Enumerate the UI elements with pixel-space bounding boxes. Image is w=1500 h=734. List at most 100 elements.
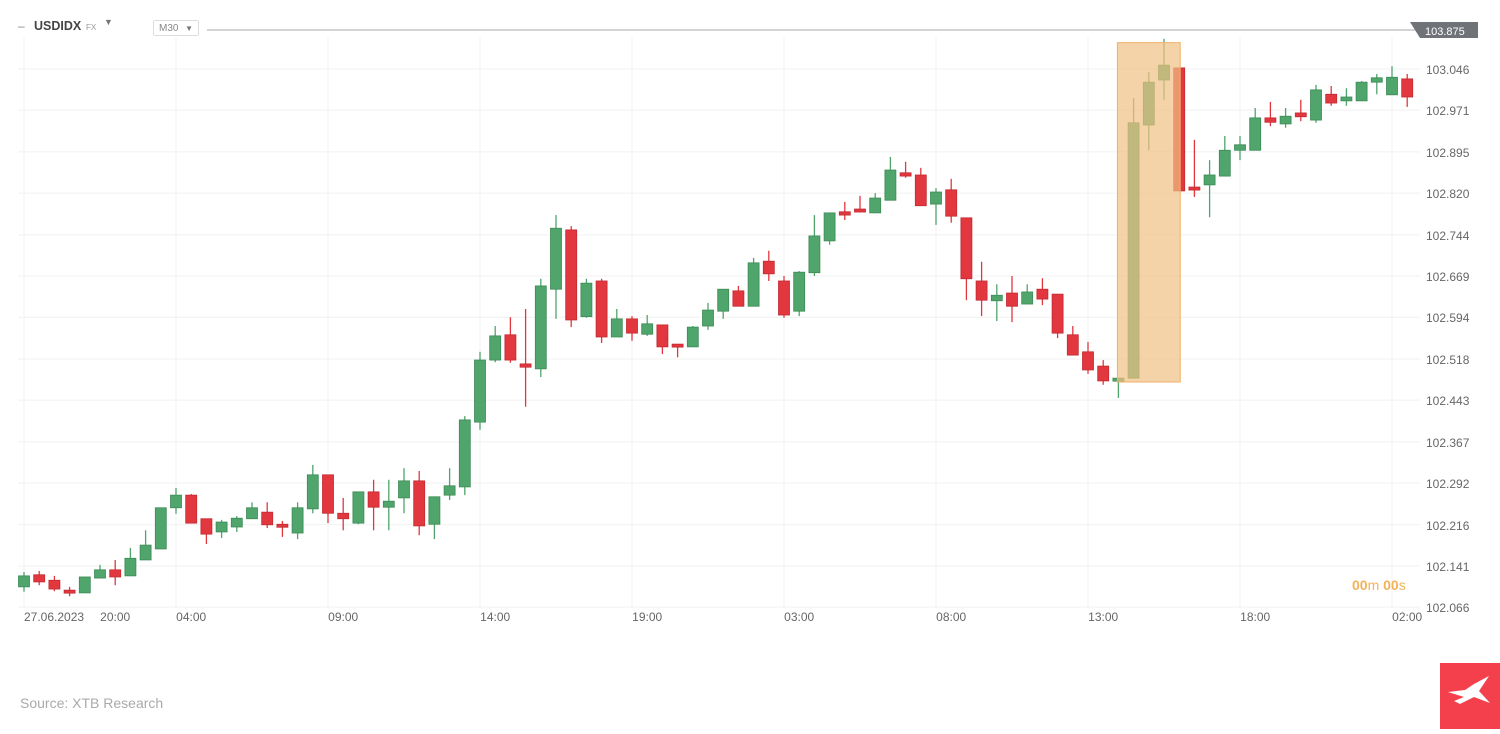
candle-down [276,523,289,528]
candle-up [474,359,486,423]
candle-down [1066,334,1079,356]
price-tag: 103.875 [1425,26,1465,38]
candle-down [1097,365,1110,382]
x-tick-label: 03:00 [784,610,814,624]
price-tag-bg [1410,22,1478,38]
candle-up [139,544,152,561]
candle-down [1006,292,1018,307]
candle-down [200,518,213,535]
candle-up [1021,291,1034,305]
candle-up [534,285,547,370]
candle-down [109,569,122,578]
x-tick-label: 27.06.2023 [24,610,84,624]
candle-down [975,280,988,301]
candle-up [747,262,760,307]
source-note: Source: XTB Research [20,695,164,711]
candle-up [458,419,471,488]
x-tick-label: 19:00 [632,610,662,624]
candle-up [306,474,319,510]
y-tick-label: 102.367 [1426,436,1470,450]
candle-up [641,323,654,335]
x-tick-label: 04:00 [176,610,206,624]
candle-down [656,324,669,348]
candle-up [18,575,30,588]
highlight-box [1116,42,1181,383]
candle-up [246,507,258,520]
candle-down [48,579,61,590]
symbol-dropdown-icon[interactable]: ▼ [104,17,113,27]
candle-timer: 00m 00s [1352,577,1406,593]
candle-down [1294,112,1307,118]
candle-down [595,280,608,338]
candle-down [519,363,532,368]
x-tick-label: 02:00 [1392,610,1422,624]
candle-up [398,480,410,499]
candle-up [1234,144,1246,151]
timeframe-select[interactable]: M30 ▼ [153,20,199,36]
candle-up [610,318,623,338]
candle-up [1218,149,1231,177]
collapse-toggle[interactable]: – [18,19,25,33]
candle-up [489,335,502,361]
candle-down [63,589,76,594]
candle-down [945,189,958,217]
candle-up [1249,117,1262,151]
x-tick-label: 20:00 [100,610,130,624]
candle-down [504,334,517,361]
candle-up [884,169,897,201]
candle-down [762,260,775,275]
grid [18,38,1420,608]
candle-down [322,474,334,514]
y-tick-label: 102.292 [1426,477,1470,491]
candle-down [671,343,684,348]
x-tick-label: 13:00 [1088,610,1118,624]
candle-down [185,494,198,524]
candles [18,38,1414,597]
x-tick-label: 18:00 [1240,610,1270,624]
candle-up [291,507,304,534]
y-tick-label: 102.744 [1426,229,1470,243]
candle-up [823,212,836,242]
candle-down [1325,93,1338,104]
y-tick-label: 102.594 [1426,311,1470,325]
symbol-name[interactable]: USDIDX [34,19,82,33]
y-tick-label: 102.216 [1426,519,1470,533]
candle-up [352,491,365,524]
candle-down [261,511,274,526]
timeframe-label: M30 [159,23,179,34]
y-tick-label: 102.820 [1426,187,1470,201]
candle-down [367,491,380,508]
candle-down [778,280,790,316]
candle-down [413,480,426,527]
market-badge: FX [86,23,97,32]
candle-up [580,282,593,318]
x-tick-label: 09:00 [328,610,358,624]
candle-up [78,576,91,594]
y-tick-label: 102.971 [1426,104,1470,118]
chevron-down-icon: ▼ [185,24,193,33]
candle-down [1036,288,1049,300]
xtb-logo [1440,663,1500,729]
candle-up [382,500,395,508]
y-tick-label: 102.518 [1426,353,1470,367]
candle-down [33,574,46,583]
candle-up [1203,174,1216,186]
candle-up [215,521,228,533]
candle-down [1264,117,1277,123]
y-tick-label: 102.443 [1426,394,1470,408]
y-axis: 103.046 102.971 102.895 102.820 102.744 102.6… [1426,63,1470,615]
candle-up [869,197,882,214]
candle-up [1355,81,1368,102]
candle-up [702,309,714,327]
candle-down [732,290,745,307]
candle-down [337,512,350,520]
candle-up [170,494,182,509]
candle-down [1401,78,1414,98]
candle-down [914,174,927,207]
candle-down [1082,351,1094,371]
x-logo-icon [1448,676,1490,704]
y-tick-label: 102.669 [1426,270,1470,284]
y-tick-label: 102.895 [1426,146,1470,160]
candle-up [550,227,562,290]
candle-up [793,271,806,312]
